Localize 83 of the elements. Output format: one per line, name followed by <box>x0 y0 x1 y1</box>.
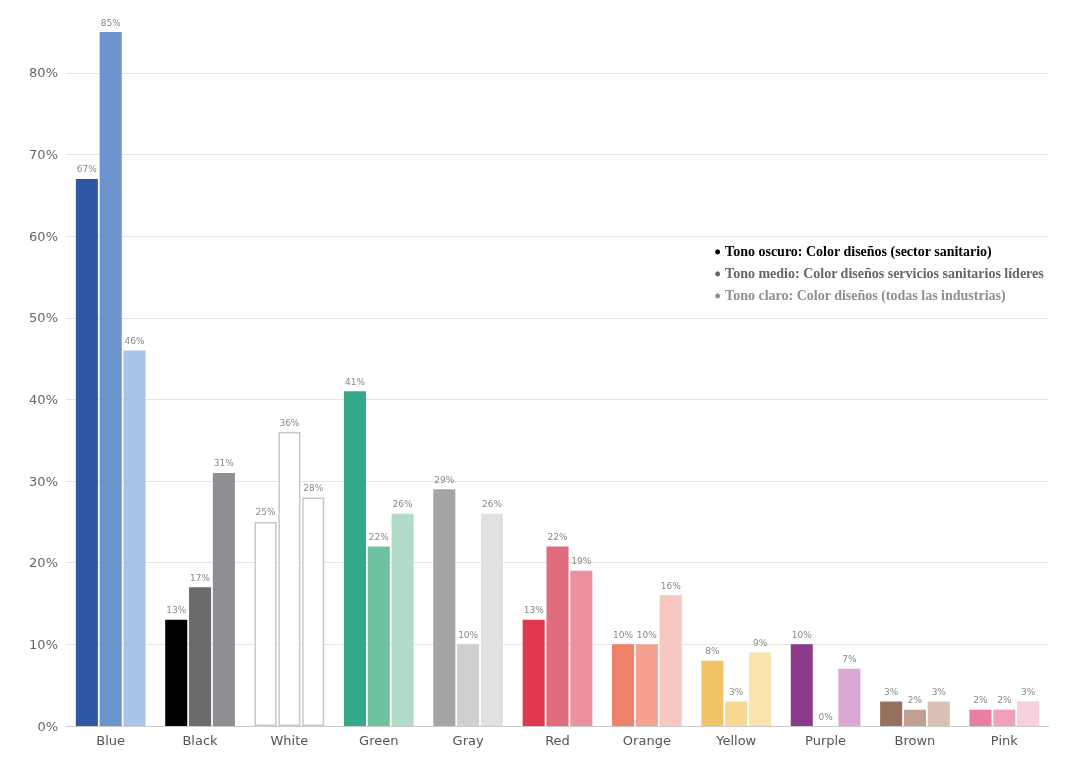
data-label: 3% <box>1021 687 1036 698</box>
x-tick-label: Black <box>182 733 219 748</box>
data-label: 26% <box>392 499 414 510</box>
data-label: 22% <box>368 531 390 542</box>
bar <box>725 701 748 726</box>
y-tick-label: 70% <box>29 146 58 162</box>
bar <box>701 660 724 726</box>
text: Tono medio: Color diseños servicios sanitarios líderes <box>725 266 1045 282</box>
data-label: 3% <box>931 687 947 698</box>
bar <box>880 701 903 726</box>
bar <box>969 709 992 726</box>
x-tick-label: Purple <box>805 733 847 748</box>
data-label: 10% <box>791 629 813 640</box>
y-tick-label: 80% <box>29 65 58 81</box>
text: Tono claro: Color diseños (todas las industrias) <box>725 288 1007 305</box>
bar <box>838 668 861 726</box>
data-label: 41% <box>344 376 366 387</box>
bar <box>343 391 366 726</box>
data-label: 7% <box>842 654 857 665</box>
data-label: 19% <box>571 556 592 567</box>
x-tick-label: Green <box>359 733 399 748</box>
bar <box>993 709 1016 726</box>
x-tick-label: Blue <box>96 733 126 748</box>
bar <box>546 546 569 726</box>
bar <box>75 178 98 726</box>
bar <box>522 619 545 726</box>
bar <box>635 644 658 726</box>
bar <box>123 350 146 726</box>
bar <box>189 587 212 726</box>
data-label: 29% <box>434 474 455 485</box>
data-label: 3% <box>883 687 899 698</box>
data-label: 2% <box>973 695 989 706</box>
bar <box>903 709 926 726</box>
bar <box>927 701 950 726</box>
bar <box>790 644 813 726</box>
y-tick-label: 30% <box>29 473 58 489</box>
data-label: 85% <box>100 17 122 28</box>
data-label: 16% <box>660 580 682 591</box>
y-tick-label: 20% <box>29 555 58 571</box>
bar <box>212 472 235 726</box>
data-label: 0% <box>818 711 834 722</box>
y-tick-label: 60% <box>29 228 58 244</box>
x-tick-label: Gray <box>452 733 484 748</box>
data-label: 3% <box>729 687 744 698</box>
data-label: 9% <box>752 638 768 649</box>
bar <box>612 644 635 726</box>
data-label: 2% <box>907 695 923 706</box>
bar <box>391 513 414 726</box>
data-label: 8% <box>705 646 720 657</box>
data-label: 36% <box>279 417 300 428</box>
data-label: 10% <box>458 629 479 640</box>
data-label: 10% <box>613 629 634 640</box>
bar <box>367 546 390 726</box>
text: Tono oscuro: Color diseños (sector sanitario) <box>725 244 993 261</box>
bar <box>99 32 122 726</box>
x-tick-label: Pink <box>990 733 1019 748</box>
bar <box>749 652 772 726</box>
x-tick-label: Yellow <box>715 733 757 748</box>
data-label: 17% <box>190 572 211 583</box>
data-label: 10% <box>636 629 658 640</box>
x-tick-label: Orange <box>622 733 671 748</box>
y-tick-label: 50% <box>29 310 58 326</box>
bar <box>659 595 682 726</box>
data-label: 46% <box>124 335 145 346</box>
bar <box>570 570 593 726</box>
data-label: 13% <box>523 605 545 616</box>
data-label: 26% <box>481 499 503 510</box>
y-tick-label: 10% <box>29 636 58 652</box>
data-label: 67% <box>76 164 98 175</box>
bar <box>1017 701 1040 726</box>
data-label: 28% <box>303 482 324 493</box>
y-tick-label: 40% <box>29 391 58 407</box>
data-label: 13% <box>166 605 187 616</box>
bar <box>165 619 188 726</box>
y-tick-label: 0% <box>37 718 58 734</box>
bar <box>433 489 456 726</box>
data-label: 2% <box>997 695 1012 706</box>
x-tick-label: Brown <box>894 733 936 748</box>
x-tick-label: Red <box>545 733 570 748</box>
x-tick-label: White <box>270 733 309 748</box>
data-label: 31% <box>213 458 235 469</box>
data-label: 25% <box>255 507 277 518</box>
data-label: 22% <box>547 531 568 542</box>
